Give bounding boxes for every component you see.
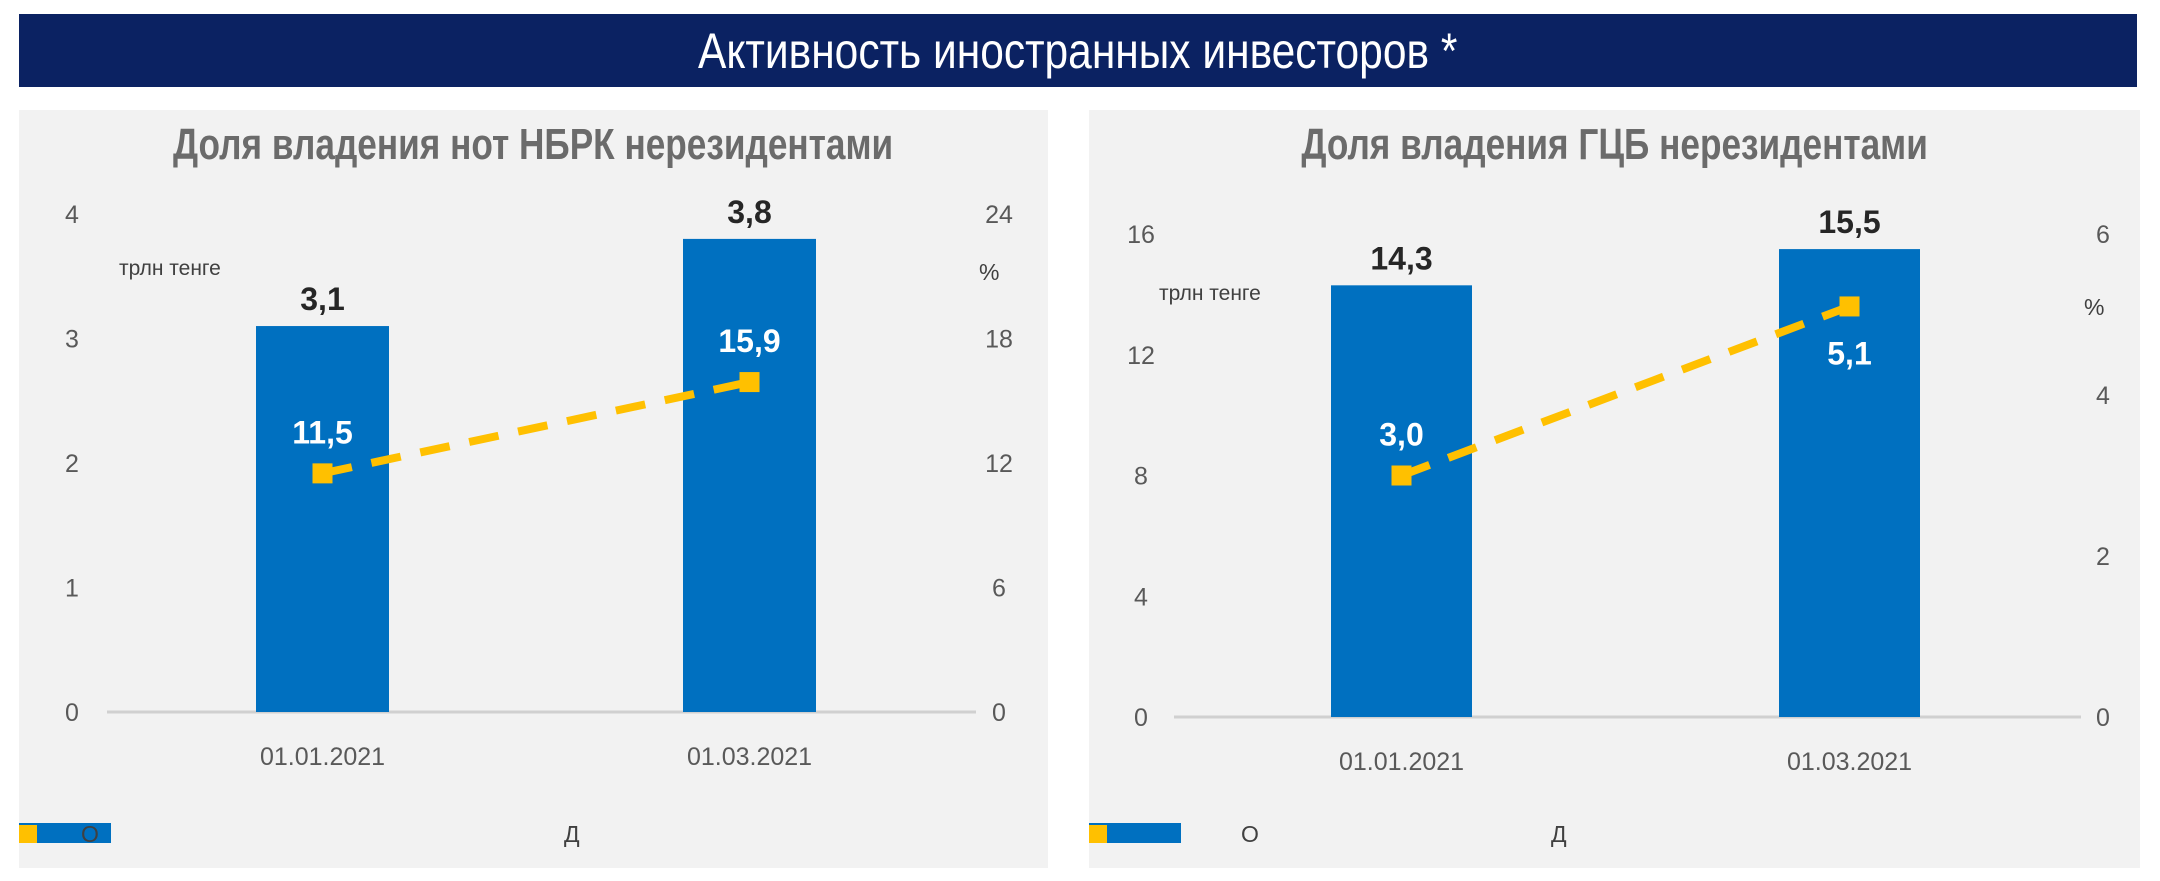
- legend-line-label: Доля владения нерезидентами (R): [564, 821, 1048, 847]
- left-axis-tick-label: 0: [65, 699, 79, 727]
- line-value-label: 15,9: [718, 323, 780, 359]
- line-marker: [739, 372, 760, 393]
- right-axis-tick-label: 4: [2096, 382, 2110, 410]
- right-axis-tick-label: 0: [2096, 704, 2110, 732]
- chart-title: Доля владения нот НБРК нерезидентами: [19, 120, 1048, 170]
- left-axis-tick-label: 4: [65, 201, 79, 229]
- right-axis-tick-label: 2: [2096, 543, 2110, 571]
- line-marker: [1391, 465, 1412, 486]
- legend-bar-label: Объём ГЦБ: [1241, 821, 2140, 847]
- left-axis-unit-label: трлн тенге: [1159, 282, 1261, 305]
- bar: [256, 326, 389, 712]
- legend-bar-swatch: [19, 823, 111, 843]
- line-marker: [1839, 296, 1860, 317]
- legend-line-marker: [1089, 825, 1107, 843]
- bar: [1779, 249, 1920, 717]
- right-axis-tick-label: 0: [992, 699, 1006, 727]
- legend-line-label: Доля владения нерезидентами (R): [1551, 821, 2140, 847]
- line-value-label: 3,0: [1379, 417, 1423, 453]
- right-axis-tick-label: 12: [985, 450, 1013, 478]
- chart-title-text: Доля владения нот НБРК нерезидентами: [173, 120, 894, 169]
- right-axis-unit-label: %: [2084, 294, 2104, 320]
- series-line: [1400, 302, 1851, 480]
- x-axis-category-label: 01.01.2021: [1339, 748, 1464, 776]
- line-value-label: 5,1: [1827, 335, 1871, 371]
- chart-title-text: Доля владения ГЦБ нерезидентами: [1301, 120, 1928, 169]
- chart-panel-gcb: Доля владения ГЦБ нерезидентами 0 4 8 12 16 0…: [1089, 110, 2140, 868]
- bar-value-label: 15,5: [1818, 204, 1880, 240]
- left-axis-tick-label: 1: [65, 575, 79, 603]
- chart-title: Доля владения ГЦБ нерезидентами: [1089, 120, 2140, 170]
- left-axis-tick-label: 2: [65, 450, 79, 478]
- right-axis-tick-label: 6: [992, 575, 1006, 603]
- bar: [683, 238, 816, 712]
- bar-value-label: 3,1: [300, 281, 344, 317]
- left-axis-tick-label: 0: [1134, 704, 1148, 732]
- legend-line-marker: [19, 825, 37, 843]
- line-marker: [312, 463, 333, 484]
- bar: [1331, 285, 1472, 717]
- page-title: Активность иностранных инвесторов *: [698, 22, 1458, 79]
- right-axis-tick-label: 18: [985, 326, 1013, 354]
- left-axis-tick-label: 8: [1134, 463, 1148, 491]
- bar-value-label: 3,8: [727, 194, 771, 230]
- right-axis-tick-label: 24: [985, 201, 1013, 229]
- left-axis-unit-label: трлн тенге: [119, 257, 221, 280]
- line-value-label: 11,5: [292, 414, 353, 450]
- x-axis-category-label: 01.01.2021: [260, 743, 385, 771]
- chart-svg: 0 4 8 12 16 0 2 4 6 трлн тенге% 14,3 01.01.2021 15,5…: [1089, 204, 2140, 847]
- x-axis-category-label: 01.03.2021: [687, 743, 812, 771]
- right-axis-unit-label: %: [979, 259, 999, 285]
- bar-value-label: 14,3: [1370, 240, 1432, 276]
- series-line: [321, 378, 751, 478]
- left-axis-tick-label: 16: [1127, 221, 1155, 249]
- right-axis-tick-label: 6: [2096, 221, 2110, 249]
- legend-bar-swatch: [1089, 823, 1181, 843]
- header-banner: Активность иностранных инвесторов *: [19, 14, 2137, 87]
- left-axis-tick-label: 12: [1127, 342, 1155, 370]
- x-axis-category-label: 01.03.2021: [1787, 748, 1912, 776]
- left-axis-tick-label: 3: [65, 326, 79, 354]
- left-axis-tick-label: 4: [1134, 583, 1148, 611]
